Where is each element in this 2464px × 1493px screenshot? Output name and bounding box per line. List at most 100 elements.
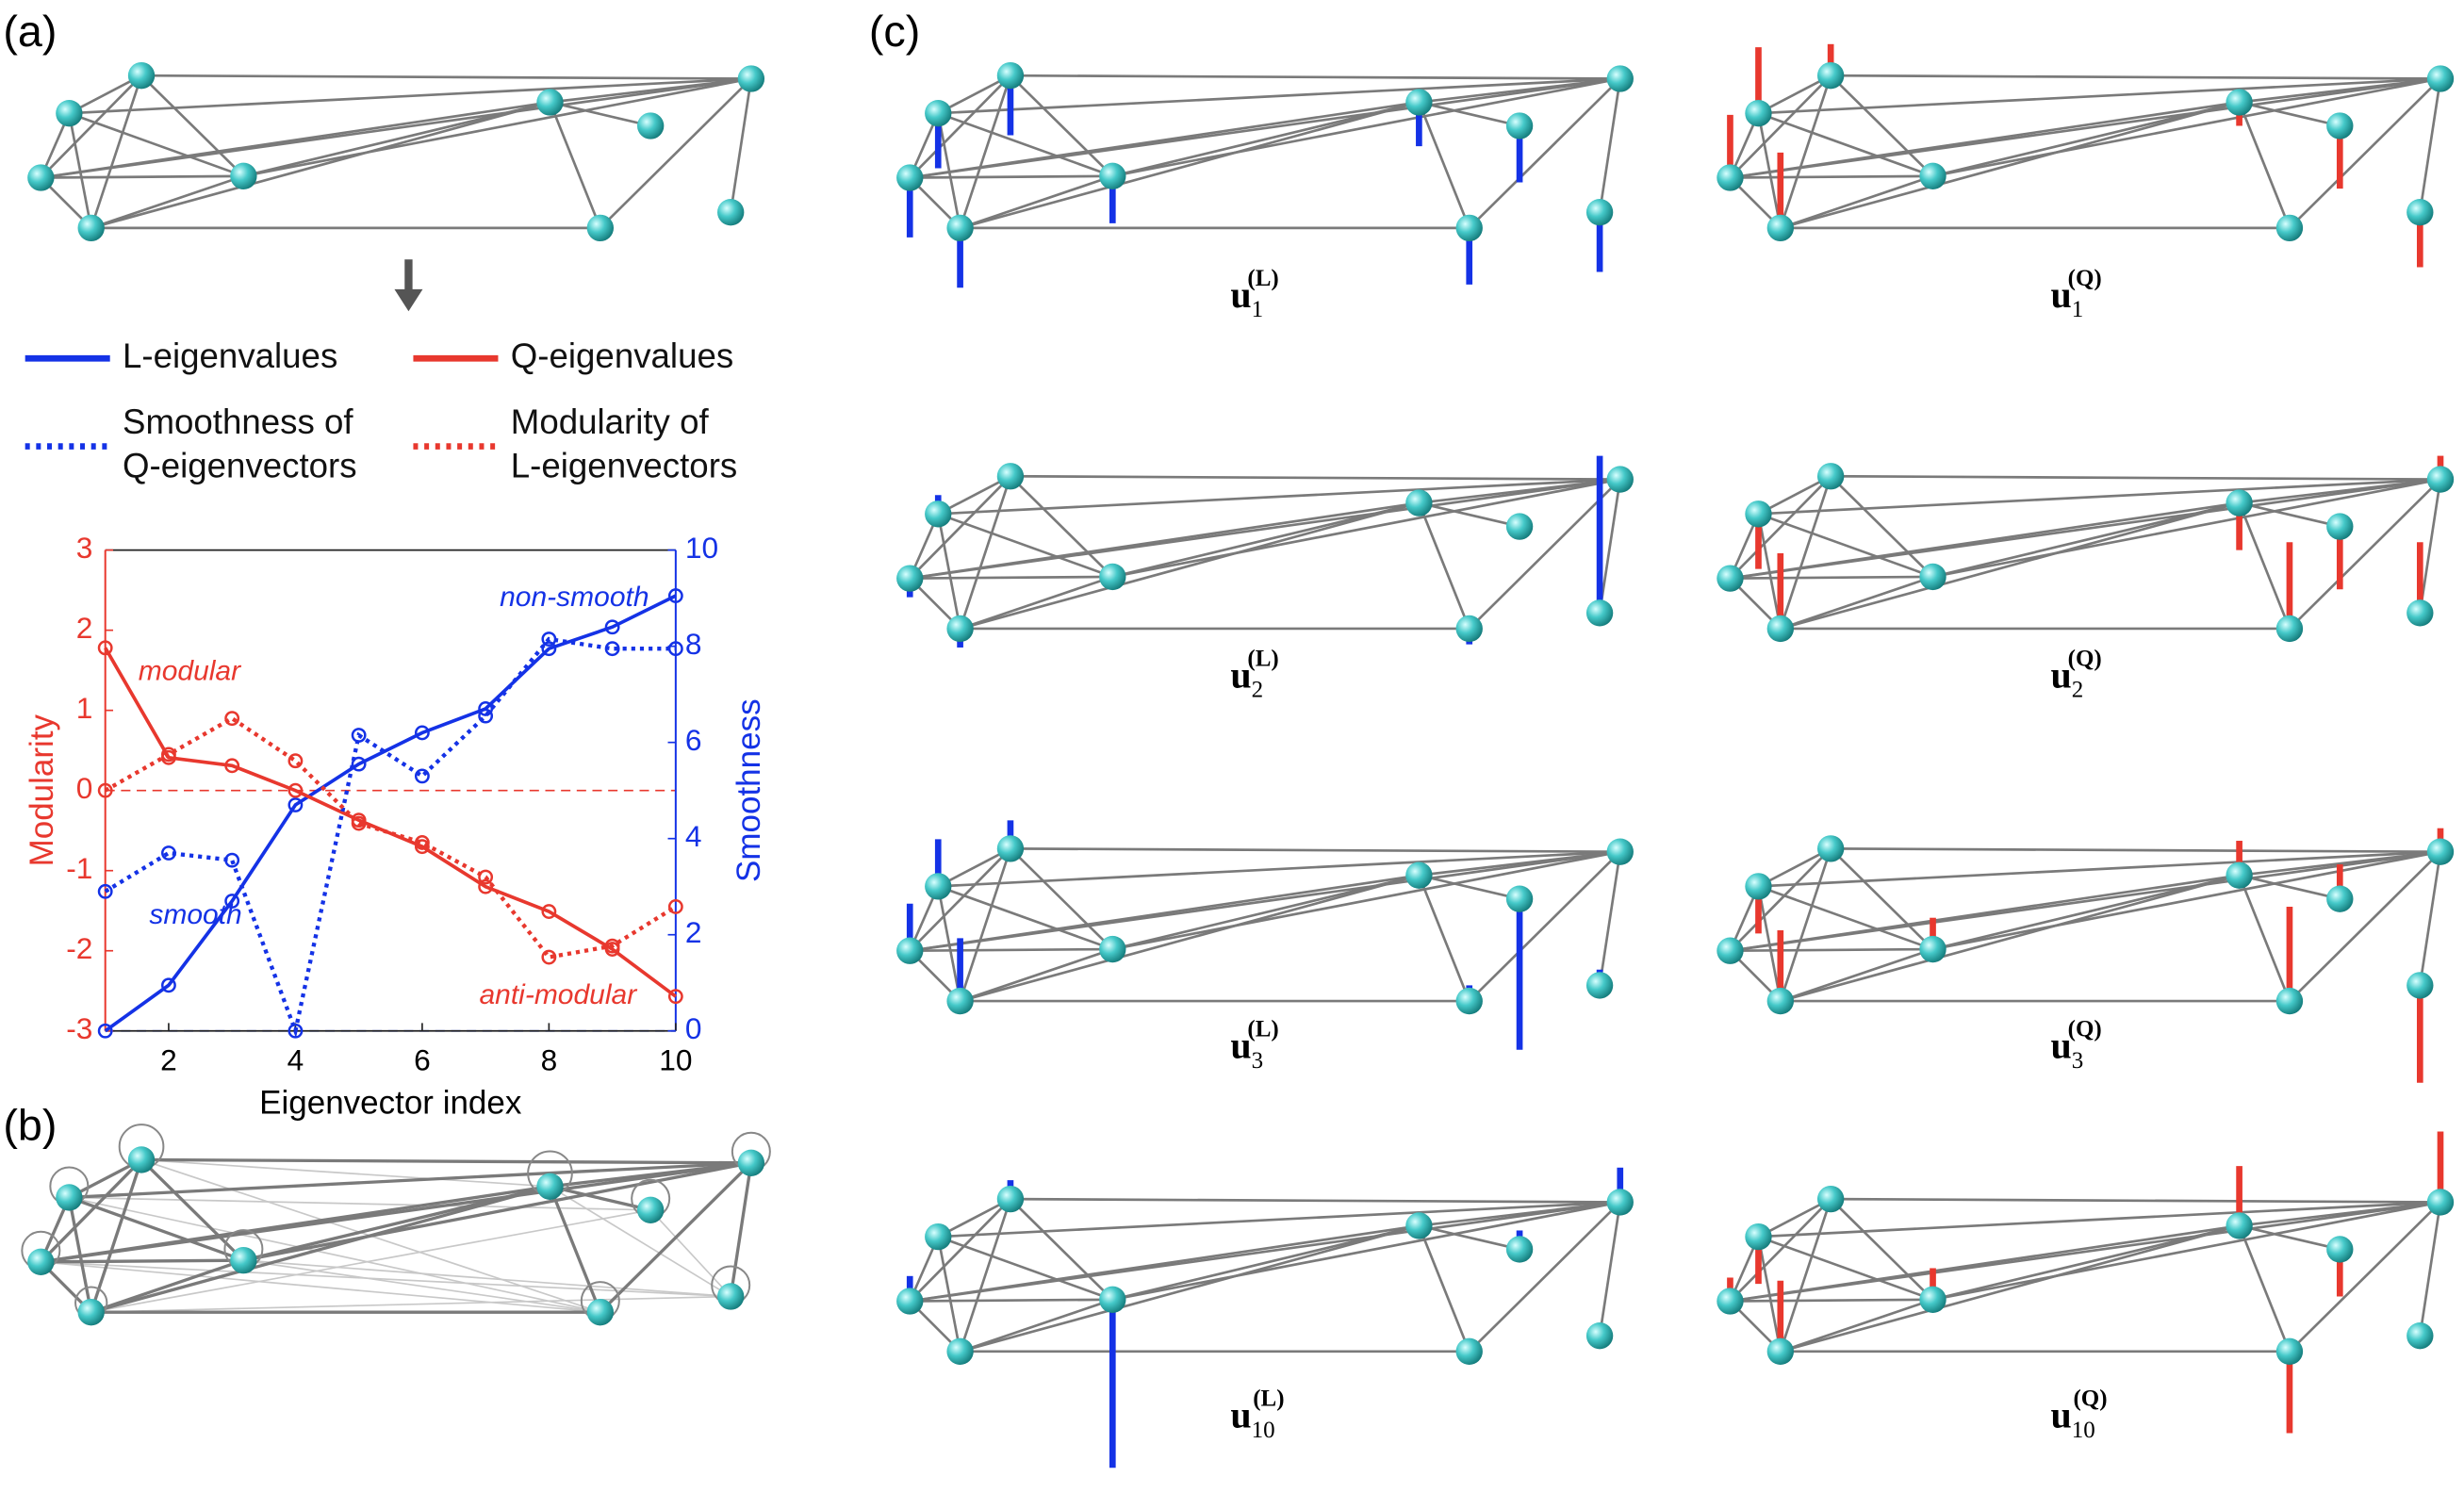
node — [1405, 861, 1433, 889]
node — [996, 463, 1025, 490]
edge — [960, 575, 1113, 631]
label-sub: 10 — [2072, 1418, 2095, 1443]
marker — [604, 619, 620, 635]
marker — [478, 708, 494, 724]
eigenvector-label: u1 (Q) — [2051, 266, 2102, 322]
node — [1766, 987, 1794, 1015]
legend-label: Q-eigenvalues — [511, 336, 733, 375]
edge — [1112, 77, 1621, 178]
y2-tick-label: 4 — [685, 819, 702, 853]
label-sup: (Q) — [2068, 1016, 2102, 1042]
edge — [140, 1158, 245, 1262]
node — [1717, 164, 1744, 191]
legend-label: Modularity of — [511, 402, 710, 441]
node — [56, 1184, 83, 1211]
edge — [1932, 850, 2441, 951]
label-sup: (Q) — [2068, 266, 2102, 291]
edge — [41, 174, 244, 179]
y-tick-label: -1 — [66, 851, 92, 885]
edge — [1729, 847, 1832, 952]
node — [1745, 1222, 1772, 1251]
edge — [141, 74, 751, 80]
annotation: smooth — [149, 899, 241, 930]
edge — [1780, 874, 2240, 1003]
edge — [1932, 501, 2240, 579]
marker — [541, 949, 557, 965]
edge — [1010, 475, 1114, 578]
label-sup: (Q) — [2068, 646, 2102, 671]
marker — [97, 782, 113, 798]
marker — [97, 640, 113, 656]
edge — [1780, 1224, 2240, 1354]
edge — [549, 101, 602, 229]
node — [1816, 463, 1845, 490]
edge — [1730, 947, 1933, 953]
edge — [1419, 101, 1520, 127]
node — [1766, 214, 1794, 242]
edge — [2419, 1202, 2442, 1337]
node — [996, 61, 1025, 90]
node — [946, 987, 974, 1015]
edge — [1780, 501, 2240, 631]
edge — [90, 1185, 550, 1314]
node — [1505, 885, 1534, 912]
edge — [2239, 478, 2441, 504]
edge — [1758, 1235, 1933, 1302]
marker — [414, 835, 430, 850]
edge — [1598, 78, 1622, 213]
node — [896, 164, 924, 191]
edge — [1111, 874, 1420, 951]
label-base: u — [2051, 1025, 2072, 1067]
edge — [1831, 1197, 2441, 1204]
node — [2407, 199, 2434, 226]
node — [1099, 563, 1126, 591]
label-sub: 3 — [1252, 1048, 1264, 1074]
label-sub: 10 — [1252, 1418, 1275, 1443]
marker — [667, 588, 683, 603]
node — [77, 214, 105, 242]
y2-tick-label: 10 — [685, 531, 718, 565]
edge — [68, 1195, 244, 1262]
edge — [1758, 885, 1933, 951]
node — [2326, 1236, 2354, 1263]
marker — [287, 782, 304, 798]
edge — [90, 1158, 143, 1313]
edge — [2419, 479, 2442, 614]
edge — [960, 874, 1420, 1003]
edge — [1419, 874, 1520, 901]
edge — [2239, 850, 2441, 878]
edge — [959, 74, 1012, 229]
label-sub: 1 — [2072, 297, 2084, 322]
marker — [161, 845, 176, 861]
edge — [1419, 1201, 1620, 1227]
edge — [1932, 77, 2441, 178]
node — [896, 1288, 924, 1315]
legend-label: L-eigenvalues — [123, 336, 337, 375]
node — [2426, 1189, 2455, 1216]
edge — [1831, 474, 2441, 481]
annotation: modular — [139, 656, 241, 687]
edge — [649, 1209, 731, 1298]
edge — [1730, 174, 1933, 179]
edge — [1111, 501, 1420, 579]
node — [1585, 1321, 1614, 1350]
node — [1766, 615, 1794, 643]
legend-label: Smoothness of — [123, 402, 353, 441]
marker — [287, 797, 304, 812]
edge — [2419, 851, 2442, 986]
edge — [69, 1196, 651, 1211]
node — [1816, 835, 1845, 862]
edge — [1932, 1224, 2240, 1302]
edge — [1010, 1198, 1114, 1301]
edge — [1758, 77, 2441, 115]
node — [637, 112, 665, 139]
edge — [599, 77, 752, 229]
label-base: u — [2051, 273, 2072, 316]
marker — [351, 728, 367, 743]
edge — [729, 1162, 753, 1297]
edge — [937, 1235, 1113, 1302]
node — [2426, 65, 2455, 92]
edge — [910, 77, 1620, 179]
node — [1099, 1286, 1126, 1313]
edge — [90, 1258, 244, 1314]
